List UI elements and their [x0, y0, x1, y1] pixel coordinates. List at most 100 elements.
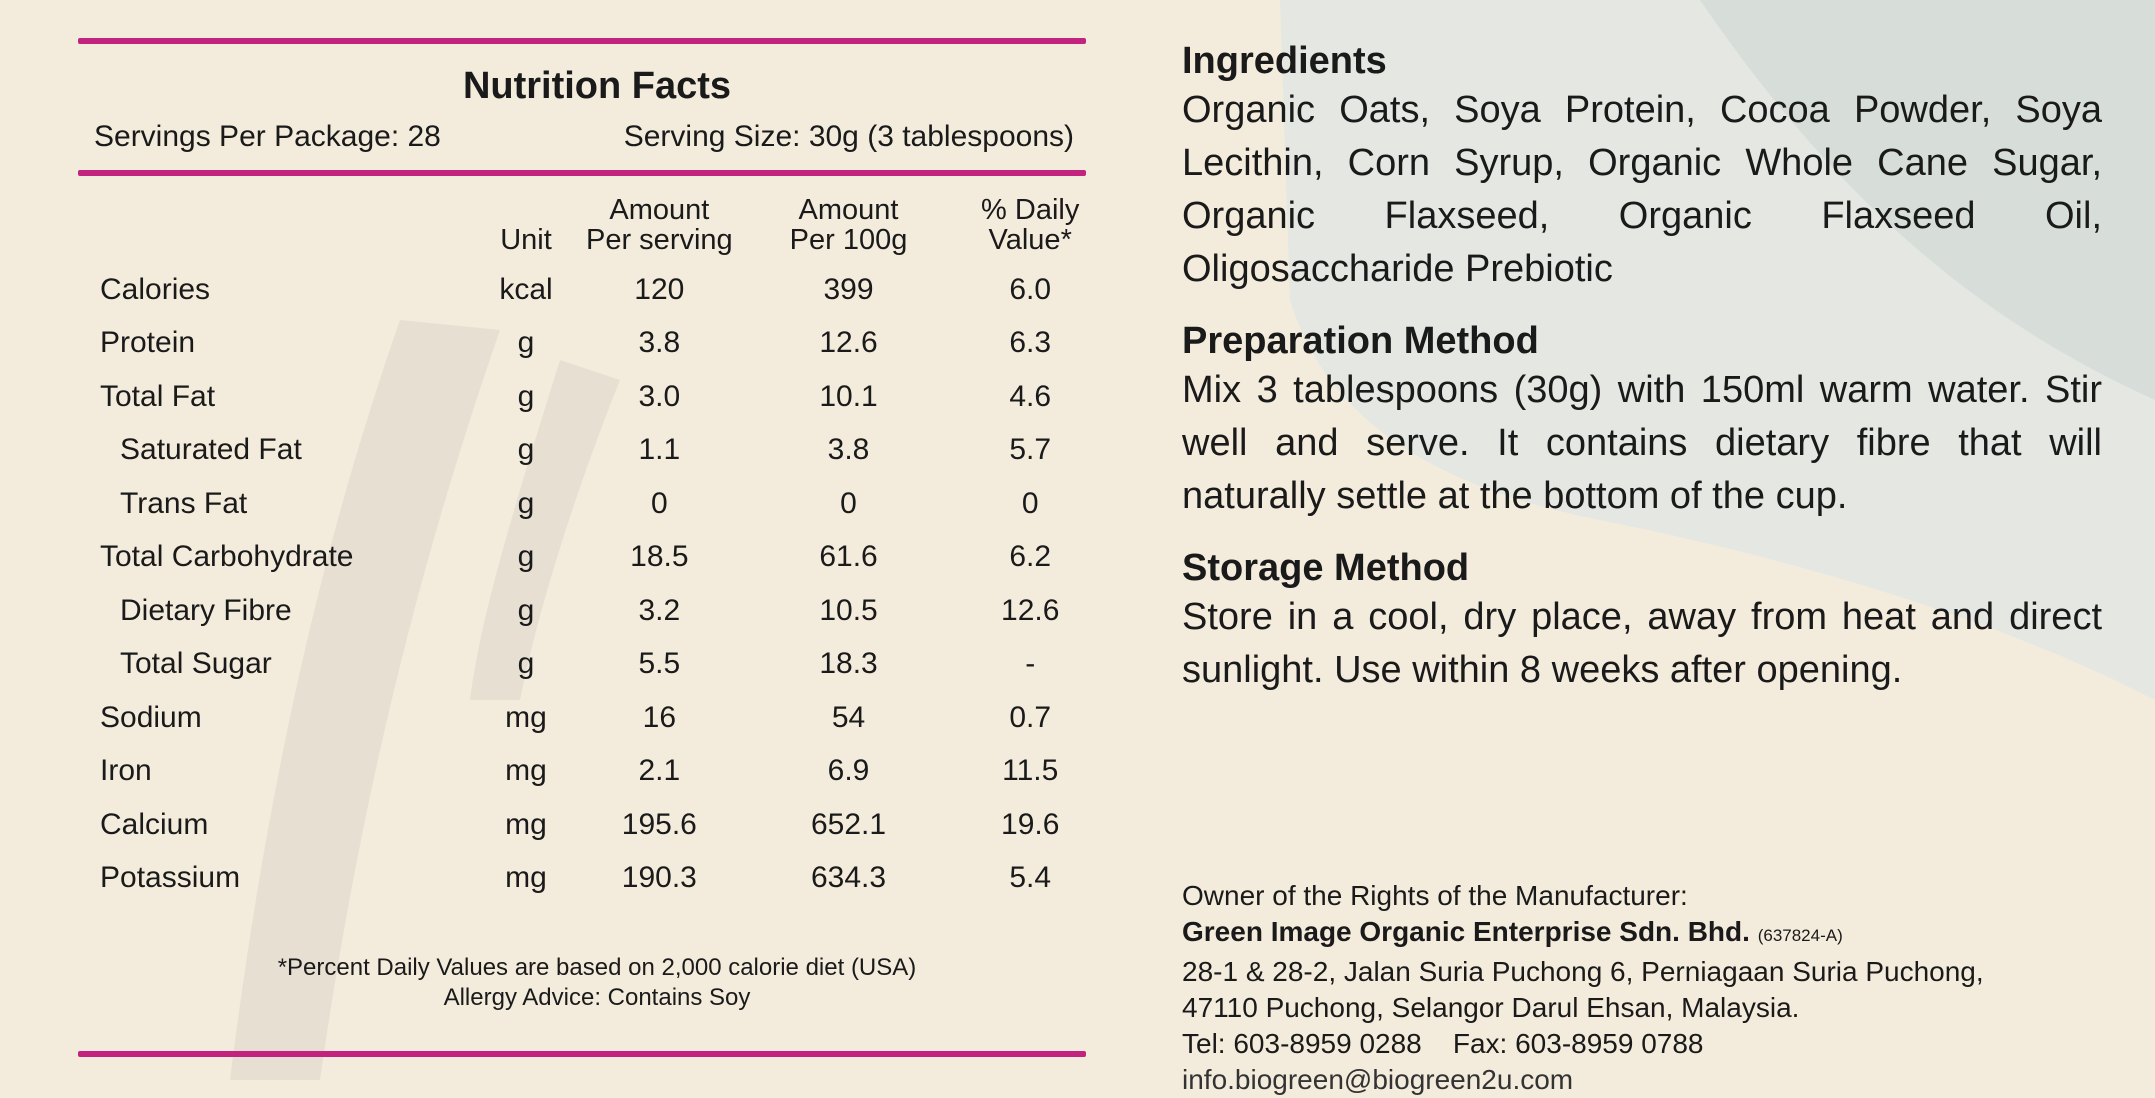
nutrient-name: Potassium [100, 861, 241, 895]
header-unit: Unit [500, 224, 552, 256]
nutrient-unit: g [517, 647, 535, 681]
nutrient-unit: g [517, 326, 535, 360]
header-per-serving-line2: Per serving [586, 224, 733, 256]
daily-value-note: *Percent Daily Values are based on 2,000… [277, 954, 917, 981]
nutrient-daily-value: 4.6 [1009, 379, 1052, 413]
header-per-100g-line1: Amount [798, 194, 899, 226]
nutrient-per-100g: 12.6 [819, 326, 878, 360]
table-row: Total Sugar g 5.5 18.3 - [78, 638, 1108, 692]
nutrient-unit: mg [505, 807, 547, 841]
nutrient-unit: mg [505, 700, 547, 734]
nutrition-table: Unit Amount Per serving Amount Per 100g … [78, 194, 1108, 905]
table-row: Dietary Fibre g 3.2 10.5 12.6 [78, 584, 1108, 638]
header-per-serving: Amount Per serving [574, 194, 745, 263]
nutrient-name: Trans Fat [120, 486, 248, 520]
ingredients-text: Organic Oats, Soya Protein, Cocoa Powder… [1182, 89, 2102, 290]
nutrient-daily-value: 12.6 [1001, 593, 1060, 627]
nutrient-per-100g: 10.1 [819, 379, 878, 413]
nutrient-daily-value: 6.3 [1009, 326, 1052, 360]
nutrient-name: Dietary Fibre [120, 593, 292, 627]
servings-per-package: Servings Per Package: 28 [94, 120, 441, 153]
storage-text: Store in a cool, dry place, away from he… [1182, 596, 2102, 691]
table-row: Sodium mg 16 54 0.7 [78, 691, 1108, 745]
nutrient-per-100g: 18.3 [819, 647, 878, 681]
header-per-100g: Amount Per 100g [745, 194, 953, 263]
nutrient-daily-value: 5.7 [1009, 433, 1052, 467]
nutrient-name: Total Fat [100, 379, 216, 413]
nutrient-unit: g [517, 433, 535, 467]
nutrient-per-100g: 3.8 [827, 433, 870, 467]
serving-size: Serving Size: 30g (3 tablespoons) [623, 120, 1074, 153]
table-row: Saturated Fat g 1.1 3.8 5.7 [78, 424, 1108, 478]
header-per-100g-line2: Per 100g [789, 224, 908, 256]
nutrient-name: Protein [100, 326, 196, 360]
nutrient-name: Calcium [100, 807, 209, 841]
manufacturer-contact: Tel: 603-8959 0288 Fax: 603-8959 0788 [1182, 1028, 1704, 1059]
nutrient-per-100g: 634.3 [810, 861, 887, 895]
nutrient-name: Iron [100, 754, 152, 788]
nutrient-per-100g: 652.1 [810, 807, 887, 841]
table-row: Total Carbohydrate g 18.5 61.6 6.2 [78, 531, 1108, 585]
nutrient-name: Calories [100, 272, 211, 306]
preparation-section: Preparation Method Mix 3 tablespoons (30… [1182, 318, 2102, 523]
nutrient-per-serving: 195.6 [621, 807, 697, 841]
nutrient-unit: mg [505, 754, 547, 788]
table-row: Protein g 3.8 12.6 6.3 [78, 317, 1108, 371]
table-row: Total Fat g 3.0 10.1 4.6 [78, 370, 1108, 424]
table-row: Calories kcal 120 399 6.0 [78, 263, 1108, 317]
nutrient-name: Total Sugar [120, 647, 272, 681]
ingredients-section: Ingredients Organic Oats, Soya Protein, … [1182, 38, 2102, 296]
nutrition-facts-panel: Nutrition Facts Servings Per Package: 28… [78, 38, 1086, 1057]
header-dv-line1: % Daily [981, 194, 1080, 226]
header-rule [78, 170, 1086, 176]
nutrient-unit: kcal [499, 272, 553, 306]
nutrient-per-serving: 5.5 [638, 647, 681, 681]
nutrient-per-100g: 399 [823, 272, 874, 306]
manufacturer-reg-no: (637824-A) [1757, 926, 1843, 945]
table-header-row: Unit Amount Per serving Amount Per 100g … [78, 194, 1108, 263]
nutrient-per-100g: 54 [831, 700, 866, 734]
nutrient-unit: g [517, 540, 535, 574]
manufacturer-email: info.biogreen@biogreen2u.com [1182, 1064, 1574, 1095]
table-row: Potassium mg 190.3 634.3 5.4 [78, 852, 1108, 906]
nutrient-daily-value: 11.5 [1002, 754, 1059, 788]
preparation-text: Mix 3 tablespoons (30g) with 150ml warm … [1182, 369, 2102, 517]
nutrient-daily-value: 0 [1021, 486, 1039, 520]
nutrient-per-100g: 6.9 [827, 754, 870, 788]
nutrient-per-serving: 190.3 [621, 861, 697, 895]
nutrient-name: Sodium [100, 700, 202, 734]
product-info-panel: Ingredients Organic Oats, Soya Protein, … [1182, 38, 2102, 719]
nutrient-name: Saturated Fat [120, 433, 302, 467]
header-daily-value: % Daily Value* [952, 194, 1108, 263]
bottom-rule [78, 1051, 1086, 1057]
nutrient-name: Total Carbohydrate [100, 540, 354, 574]
table-row: Trans Fat g 0 0 0 [78, 477, 1108, 531]
manufacturer-info: Owner of the Rights of the Manufacturer:… [1182, 878, 2122, 1098]
manufacturer-company-line: Green Image Organic Enterprise Sdn. Bhd.… [1182, 914, 2122, 954]
nutrient-per-serving: 0 [650, 486, 668, 520]
nutrient-per-serving: 3.8 [638, 326, 681, 360]
manufacturer-address-line2: 47110 Puchong, Selangor Darul Ehsan, Mal… [1182, 992, 1800, 1023]
nutrient-per-serving: 120 [634, 272, 685, 306]
nutrient-unit: g [517, 593, 535, 627]
top-rule [78, 38, 1086, 44]
nutrient-daily-value: 6.0 [1009, 272, 1052, 306]
nutrient-per-serving: 2.1 [638, 754, 681, 788]
header-per-serving-line1: Amount [609, 194, 710, 226]
header-dv-line2: Value* [988, 224, 1072, 256]
manufacturer-label: Owner of the Rights of the Manufacturer: [1182, 880, 1688, 911]
nutrient-daily-value: - [1025, 647, 1036, 681]
header-nutrient [78, 194, 478, 263]
manufacturer-company: Green Image Organic Enterprise Sdn. Bhd. [1182, 916, 1750, 947]
nutrient-per-serving: 3.2 [638, 593, 681, 627]
nutrient-daily-value: 0.7 [1009, 700, 1052, 734]
manufacturer-address-line1: 28-1 & 28-2, Jalan Suria Puchong 6, Pern… [1182, 956, 1984, 987]
storage-heading: Storage Method [1182, 547, 1470, 589]
nutrient-per-100g: 10.5 [819, 593, 878, 627]
nutrient-unit: g [517, 379, 535, 413]
allergy-advice: Allergy Advice: Contains Soy [443, 984, 751, 1011]
nutrient-daily-value: 5.4 [1009, 861, 1052, 895]
nutrient-unit: g [517, 486, 535, 520]
nutrient-per-serving: 1.1 [638, 433, 681, 467]
